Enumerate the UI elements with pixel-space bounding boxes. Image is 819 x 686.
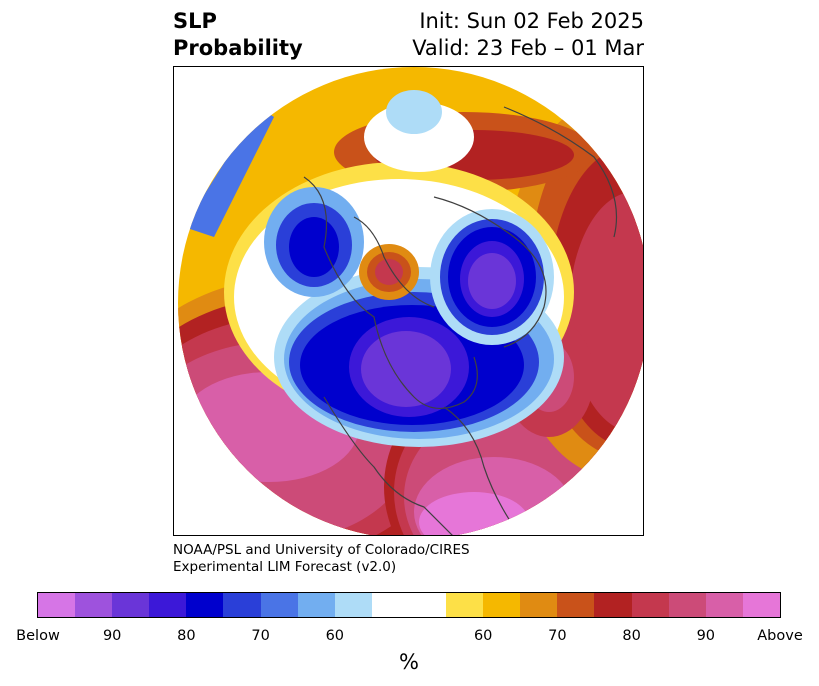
colorbar-tick-label: 80 [622, 628, 641, 644]
title-probability: Probability [173, 36, 303, 60]
colorbar-tick-label: 90 [102, 628, 122, 644]
colorbar-segment [520, 593, 558, 617]
colorbar-segment [557, 593, 595, 617]
colorbar-segment [446, 593, 484, 617]
colorbar-segment [38, 593, 76, 617]
colorbar-segment [223, 593, 261, 617]
colorbar-segment [75, 593, 113, 617]
credit-line-1: NOAA/PSL and University of Colorado/CIRE… [173, 542, 470, 558]
north-america-below [361, 331, 451, 407]
arctic-siberia-below [468, 253, 516, 309]
forecast-map [178, 67, 643, 535]
colorbar-tick-label: 80 [177, 628, 196, 644]
map-panel [173, 66, 644, 536]
title-left: SLP Probability [173, 8, 303, 62]
credit-text: NOAA/PSL and University of Colorado/CIRE… [173, 542, 470, 576]
title-variable: SLP [173, 9, 217, 33]
colorbar-segment [408, 593, 447, 617]
colorbar-segment [668, 593, 706, 617]
colorbar-tick-label: 60 [325, 628, 345, 644]
colorbar-segment [483, 593, 521, 617]
colorbar-tick-label: 90 [696, 628, 716, 644]
title-right: Init: Sun 02 Feb 2025 Valid: 23 Feb – 01… [412, 8, 644, 62]
colorbar-segment [631, 593, 669, 617]
init-date: Init: Sun 02 Feb 2025 [419, 9, 644, 33]
colorbar-tick-label: 60 [473, 628, 493, 644]
colorbar-segment [112, 593, 150, 617]
colorbar-segment [260, 593, 298, 617]
valid-range: Valid: 23 Feb – 01 Mar [412, 36, 644, 60]
colorbar-tick-label: Above [757, 628, 803, 644]
colorbar-tick-label: 70 [548, 628, 567, 644]
eurasia-above [569, 192, 643, 432]
colorbar-segment [186, 593, 224, 617]
colorbar-segment [297, 593, 335, 617]
colorbar [37, 592, 781, 618]
colorbar-segment [371, 593, 409, 617]
credit-line-2: Experimental LIM Forecast (v2.0) [173, 559, 397, 575]
colorbar-tick-label: Below [16, 628, 60, 644]
colorbar-tick-label: 70 [251, 628, 270, 644]
colorbar-segment [594, 593, 632, 617]
colorbar-segment [742, 593, 780, 617]
colorbar-segment [149, 593, 187, 617]
colorbar-segment [334, 593, 372, 617]
colorbar-segment [705, 593, 743, 617]
colorbar-unit: % [399, 650, 419, 674]
